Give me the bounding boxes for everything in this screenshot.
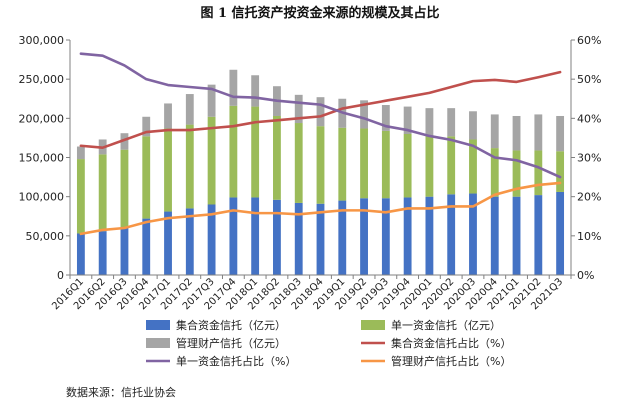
y-right-tick-label: 0% xyxy=(577,269,594,282)
bar-segment xyxy=(381,130,390,199)
bar-segment xyxy=(316,203,325,275)
y-right-tick-label: 30% xyxy=(577,152,601,165)
bar-segment xyxy=(512,115,521,151)
bar-segment xyxy=(76,233,85,275)
bar-segment xyxy=(120,149,129,228)
bar-segment xyxy=(98,154,107,232)
bar-segment xyxy=(403,106,412,134)
chart-title: 图 1 信托资产按资金来源的规模及其占比 xyxy=(200,5,439,21)
source-note: 数据来源：信托业协会 xyxy=(66,385,176,399)
bar-segment xyxy=(294,202,303,275)
bar-segment xyxy=(164,128,172,212)
bar-segment xyxy=(512,196,521,275)
legend-label: 管理财产信托（亿元） xyxy=(176,336,286,350)
bar-segment xyxy=(229,197,238,275)
bar-segment xyxy=(251,106,260,198)
bar-segment xyxy=(142,218,151,275)
legend: 集合资金信托（亿元） 单一资金信托（亿元） 管理财产信托（亿元） 集合资金信托占比（%… xyxy=(146,318,511,368)
bar-segment xyxy=(207,204,216,275)
legend-swatch xyxy=(361,320,385,330)
y-left-tick-label: 0 xyxy=(57,269,64,282)
y-right-tick-label: 10% xyxy=(577,230,601,243)
bar-segment xyxy=(76,159,85,234)
legend-label: 单一资金信托占比（%） xyxy=(176,354,296,368)
legend-label: 集合资金信托占比（%） xyxy=(391,336,511,350)
bar-segment xyxy=(490,114,499,149)
plot-area: 0 50,000 100,000 150,000 200,000 250,000 300,0… xyxy=(19,34,602,312)
y-right-tick-label: 40% xyxy=(577,112,601,125)
bar-segment xyxy=(534,150,543,196)
bar-segment xyxy=(360,100,368,129)
y-left-tick-label: 250,000 xyxy=(19,73,65,86)
bar-segment xyxy=(294,123,303,203)
legend-label: 集合资金信托（亿元） xyxy=(176,318,286,332)
bar-segment xyxy=(425,196,434,275)
bar-segment xyxy=(360,198,368,275)
bar-segment xyxy=(294,94,303,124)
y-left-tick-label: 100,000 xyxy=(19,191,65,204)
y-left-tick-label: 200,000 xyxy=(19,112,65,125)
bar-segment xyxy=(469,193,477,275)
y-right-tick-label: 20% xyxy=(577,191,601,204)
bar-segment xyxy=(98,231,107,275)
legend-swatch xyxy=(146,320,170,330)
series-line xyxy=(79,181,562,236)
bar-segment xyxy=(164,103,172,129)
bar-segment xyxy=(469,139,477,194)
bar-segment xyxy=(185,124,194,209)
bar-segment xyxy=(164,211,172,275)
bar-segment xyxy=(120,228,129,275)
bar-segment xyxy=(512,150,521,197)
bar-segment xyxy=(534,114,543,151)
bar-segment xyxy=(185,94,194,125)
bar-segment xyxy=(338,200,347,275)
bar-segment xyxy=(381,105,390,131)
bar-segment xyxy=(142,136,151,219)
bar-segment xyxy=(229,105,238,198)
bar-segment xyxy=(534,195,543,275)
series-line xyxy=(79,52,562,179)
bar-segment xyxy=(556,191,565,275)
bar-segment xyxy=(447,108,456,137)
legend-label: 单一资金信托（亿元） xyxy=(391,318,501,332)
bar-segment xyxy=(403,197,412,275)
bar-segment xyxy=(381,198,390,275)
bar-segment xyxy=(273,199,281,275)
bar-segment xyxy=(490,196,499,275)
bar-segment xyxy=(120,133,129,150)
bar-segment xyxy=(447,136,456,195)
bar-segment xyxy=(142,116,151,137)
bar-segment xyxy=(251,75,260,107)
bar-segment xyxy=(273,115,281,200)
legend-swatch xyxy=(146,338,170,348)
bar-segment xyxy=(338,127,347,201)
bar-segment xyxy=(251,197,260,275)
bar-segment xyxy=(490,148,499,197)
bar-segment xyxy=(76,146,85,160)
bar-segment xyxy=(425,135,434,197)
y-left-tick-label: 150,000 xyxy=(19,152,65,165)
bar-segment xyxy=(207,84,216,117)
bar-segment xyxy=(556,151,565,192)
bar-segment xyxy=(316,97,325,127)
bar-segment xyxy=(425,108,434,136)
y-right-tick-label: 50% xyxy=(577,73,601,86)
legend-label: 管理财产信托占比（%） xyxy=(391,354,511,368)
y-left-tick-label: 300,000 xyxy=(19,34,65,47)
series-line xyxy=(79,70,562,150)
bar-segment xyxy=(185,208,194,275)
bar-segment xyxy=(469,111,477,140)
bar-segment xyxy=(556,115,565,152)
bar-segment xyxy=(229,69,238,106)
bar-segment xyxy=(207,116,216,205)
y-left-tick-label: 50,000 xyxy=(26,230,65,243)
bar-segment xyxy=(360,128,368,199)
y-right-tick-label: 60% xyxy=(577,34,601,47)
bar-segment xyxy=(316,126,325,204)
bar-segment xyxy=(447,194,456,275)
bar-segment xyxy=(403,134,412,198)
